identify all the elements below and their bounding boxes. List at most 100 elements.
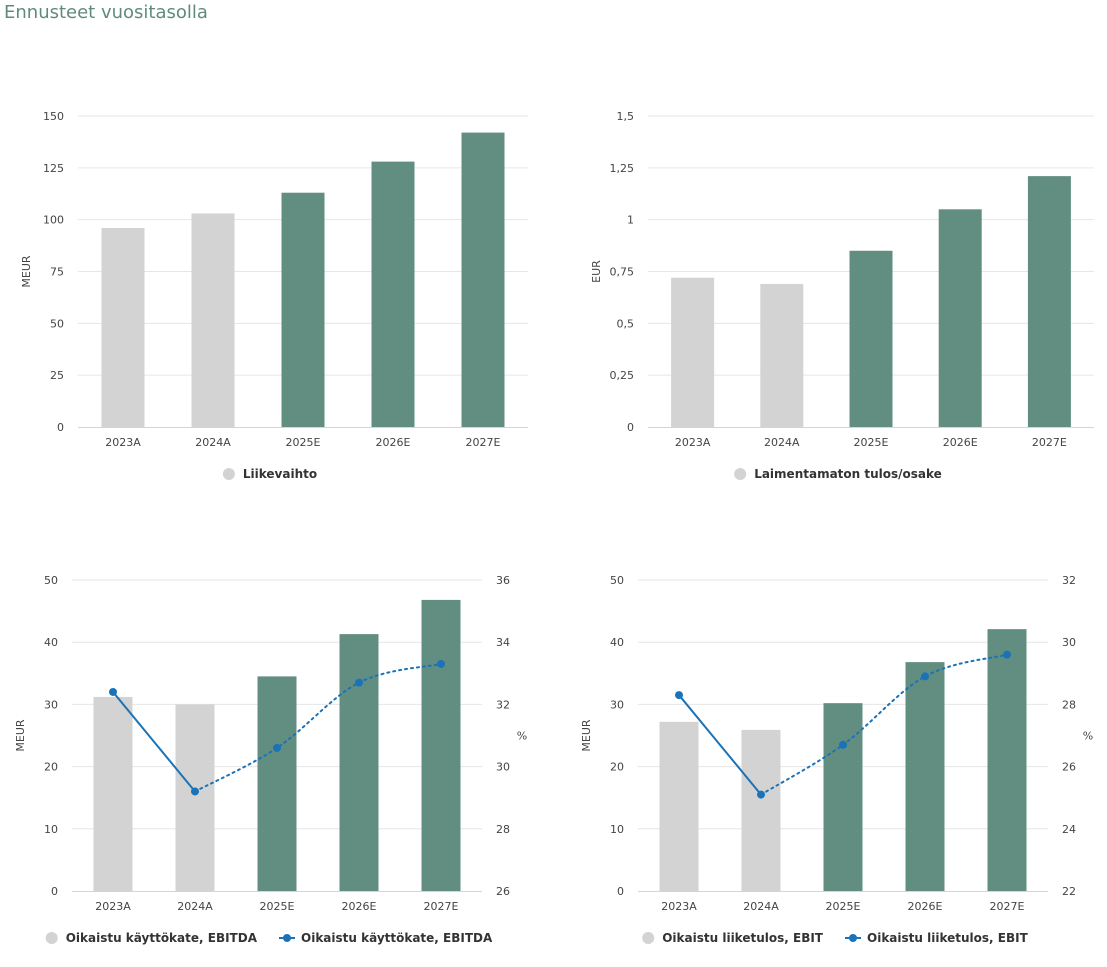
y2-tick-label: 22: [1062, 885, 1076, 898]
y-tick-label: 20: [610, 761, 624, 774]
y2-tick-label: 30: [1062, 636, 1076, 649]
eps-chart: 0 0,25 0,5 0,75 1 1,25 1,5 EUR 2023A 2024A 2025E 20…: [553, 60, 1107, 490]
line-point: [355, 678, 363, 687]
y2-tick-label: 26: [496, 885, 510, 898]
page-title: Ennusteet vuositasolla: [4, 2, 208, 23]
y-tick-label: 10: [610, 823, 624, 836]
y-tick-label: 0: [51, 885, 58, 898]
bar: [461, 132, 505, 427]
y-tick-label: 125: [43, 162, 64, 175]
x-tick-label: 2023A: [105, 436, 141, 449]
bar: [101, 227, 145, 427]
eps-chart-svg: 0 0,25 0,5 0,75 1 1,25 1,5 EUR 2023A 2024A 2025E 20…: [590, 110, 1094, 481]
y-tick-label: 40: [44, 636, 58, 649]
y-axis-title: MEUR: [14, 719, 27, 751]
legend: Laimentamaton tulos/osake: [734, 467, 942, 481]
bar: [281, 192, 325, 427]
x-tick-label: 2024A: [764, 436, 800, 449]
legend-point-marker: [283, 934, 291, 942]
bar: [257, 676, 297, 891]
y-tick-label: 0,5: [617, 317, 635, 330]
legend: Oikaistu käyttökate, EBITDA Oikaistu käyt…: [45, 931, 493, 945]
y-tick-label: 75: [50, 266, 64, 279]
x-tick-label: 2023A: [661, 900, 697, 913]
y2-tick-label: 30: [496, 761, 510, 774]
line-point: [273, 743, 281, 752]
bar: [938, 209, 982, 427]
legend-label: Liikevaihto: [243, 467, 317, 481]
y-tick-label: 50: [610, 574, 624, 587]
bar: [987, 629, 1027, 891]
y-axis-title: MEUR: [580, 719, 593, 751]
y-tick-label: 20: [44, 761, 58, 774]
x-tick-label: 2025E: [826, 900, 861, 913]
legend: Oikaistu liiketulos, EBIT Oikaistu liiket…: [642, 931, 1029, 945]
line-point: [921, 672, 929, 681]
line-point: [757, 790, 765, 799]
x-tick-label: 2027E: [466, 436, 501, 449]
y2-tick-label: 28: [496, 823, 510, 836]
x-tick-label: 2024A: [743, 900, 779, 913]
y-axis-title: MEUR: [20, 255, 33, 287]
line-actual: [112, 691, 196, 793]
bar: [93, 696, 133, 891]
y2-axis-title: %: [1083, 730, 1093, 743]
bar: [849, 250, 893, 427]
bar: [671, 277, 715, 427]
y-tick-label: 40: [610, 636, 624, 649]
legend-point-marker: [849, 934, 857, 942]
y-tick-label: 0: [617, 885, 624, 898]
bar: [421, 599, 461, 891]
bar: [905, 662, 945, 891]
line-point: [109, 687, 117, 696]
line-point: [675, 691, 683, 700]
legend-label: Oikaistu liiketulos, EBIT: [867, 931, 1029, 945]
x-tick-label: 2023A: [675, 436, 711, 449]
legend-label: Oikaistu liiketulos, EBIT: [662, 931, 824, 945]
bar: [175, 704, 215, 891]
y-axis-title: EUR: [590, 260, 603, 283]
x-tick-label: 2025E: [260, 900, 295, 913]
line-point: [839, 740, 847, 749]
bar: [741, 729, 781, 891]
y-tick-label: 0,25: [610, 369, 635, 382]
legend-marker: [45, 932, 58, 944]
y2-tick-label: 26: [1062, 761, 1076, 774]
legend-label: Oikaistu käyttökate, EBITDA: [301, 931, 493, 945]
bar: [760, 283, 804, 427]
ebitda-chart-svg: 0 10 20 30 40 50 MEUR 26 28 30 32 34 36% 2023A 2024A 20…: [14, 574, 527, 945]
x-tick-label: 2025E: [286, 436, 321, 449]
legend-label: Oikaistu käyttökate, EBITDA: [66, 931, 258, 945]
y-tick-label: 1,5: [617, 110, 635, 123]
y2-tick-label: 32: [1062, 574, 1076, 587]
y-tick-label: 0,75: [610, 266, 635, 279]
x-tick-label: 2026E: [376, 436, 411, 449]
line-point: [1003, 650, 1011, 659]
y-tick-label: 1: [627, 214, 634, 227]
x-tick-label: 2024A: [195, 436, 231, 449]
bar: [191, 213, 235, 427]
y-tick-label: 0: [627, 421, 634, 434]
x-tick-label: 2025E: [854, 436, 889, 449]
y-tick-label: 50: [44, 574, 58, 587]
legend-label: Laimentamaton tulos/osake: [754, 467, 942, 481]
legend-marker: [642, 932, 655, 944]
legend-marker: [734, 468, 747, 480]
x-tick-label: 2027E: [424, 900, 459, 913]
y-tick-label: 150: [43, 110, 64, 123]
bar: [1027, 176, 1071, 427]
x-tick-label: 2026E: [943, 436, 978, 449]
y-tick-label: 30: [44, 698, 58, 711]
y-tick-label: 50: [50, 317, 64, 330]
y-tick-label: 100: [43, 214, 64, 227]
x-tick-label: 2027E: [1032, 436, 1067, 449]
y-tick-label: 1,25: [610, 162, 635, 175]
x-tick-label: 2026E: [342, 900, 377, 913]
bar: [659, 721, 699, 891]
line-estimate: [760, 653, 1008, 796]
y-tick-label: 25: [50, 369, 64, 382]
y-tick-label: 0: [57, 421, 64, 434]
y2-tick-label: 36: [496, 574, 510, 587]
bar: [823, 703, 863, 891]
line-estimate: [194, 662, 442, 793]
